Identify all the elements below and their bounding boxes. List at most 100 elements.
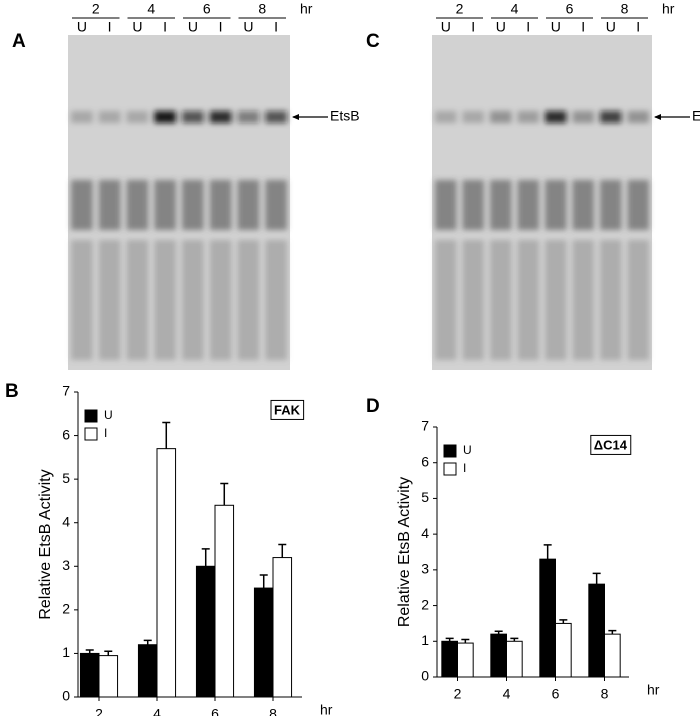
gel-band bbox=[627, 111, 649, 123]
gel-band bbox=[435, 111, 457, 123]
gel-band bbox=[126, 111, 149, 123]
x-axis-label: hr bbox=[320, 702, 333, 716]
gel-band bbox=[462, 111, 484, 123]
error-bar bbox=[445, 637, 454, 642]
arrow-head bbox=[292, 114, 299, 120]
unit-label: hr bbox=[662, 1, 675, 17]
gel-smear bbox=[600, 180, 622, 230]
y-tick-label: 0 bbox=[421, 668, 429, 684]
gel-smear bbox=[98, 240, 121, 360]
lane-label: U bbox=[77, 19, 87, 35]
gel-smear bbox=[154, 240, 176, 360]
legend-swatch bbox=[84, 409, 98, 423]
lane-label: U bbox=[243, 19, 253, 35]
gel-smear bbox=[237, 240, 260, 360]
y-tick-label: 5 bbox=[421, 489, 429, 505]
panel-letter: A bbox=[12, 31, 26, 52]
error-bar bbox=[543, 544, 552, 560]
legend-swatch bbox=[443, 462, 457, 476]
y-tick-label: 5 bbox=[62, 470, 70, 486]
gel-smear bbox=[490, 240, 512, 360]
gel-band bbox=[490, 111, 512, 123]
time-label: 2 bbox=[92, 1, 100, 17]
band-label: EtsB bbox=[692, 108, 700, 124]
gel-smear bbox=[572, 240, 594, 360]
y-tick-label: 7 bbox=[421, 418, 429, 434]
gel-smear bbox=[126, 240, 149, 360]
time-label: 4 bbox=[147, 1, 155, 17]
gel-band bbox=[209, 111, 232, 123]
error-bar bbox=[143, 639, 152, 645]
x-tick-label: 6 bbox=[211, 706, 219, 716]
error-bar bbox=[494, 630, 503, 635]
lane-label: U bbox=[132, 19, 142, 35]
bar bbox=[555, 622, 572, 678]
y-axis-label: Relative EtsB Activity bbox=[37, 469, 54, 619]
gel-smear bbox=[237, 180, 260, 230]
annotation-box bbox=[590, 434, 632, 455]
gel-smear bbox=[209, 180, 232, 230]
y-tick-label: 7 bbox=[62, 383, 70, 399]
gel-smear bbox=[600, 240, 622, 360]
gel-bands bbox=[71, 111, 287, 360]
bar bbox=[457, 642, 474, 678]
y-tick-label: 2 bbox=[62, 601, 70, 617]
legend-label: I bbox=[463, 461, 466, 475]
gel-band bbox=[265, 111, 287, 123]
gel-bands bbox=[435, 111, 649, 360]
legend-label: U bbox=[463, 443, 472, 457]
y-tick-label: 3 bbox=[421, 561, 429, 577]
error-bar bbox=[510, 637, 519, 642]
error-bar bbox=[608, 629, 617, 635]
gel-smear bbox=[182, 240, 204, 360]
gel-smear bbox=[517, 240, 539, 360]
error-bar bbox=[162, 421, 171, 449]
bar bbox=[195, 565, 216, 698]
y-axis-label: Relative EtsB Activity bbox=[396, 477, 413, 627]
gel-band bbox=[517, 111, 539, 123]
x-tick-label: 8 bbox=[601, 686, 609, 702]
y-tick-label: 4 bbox=[421, 525, 429, 541]
bar bbox=[253, 587, 274, 698]
x-tick-label: 4 bbox=[503, 686, 511, 702]
gel-smear bbox=[98, 180, 121, 230]
annotation: ΔC14 bbox=[594, 437, 628, 452]
lane-label: U bbox=[551, 19, 561, 35]
lane-label: U bbox=[441, 19, 451, 35]
y-tick-label: 1 bbox=[421, 632, 429, 648]
time-label: 2 bbox=[456, 1, 464, 17]
gel-smear bbox=[490, 180, 512, 230]
y-tick-label: 6 bbox=[421, 453, 429, 469]
x-tick-label: 8 bbox=[269, 706, 277, 716]
panel-letter: C bbox=[366, 31, 380, 52]
y-tick-label: 1 bbox=[62, 644, 70, 660]
y-tick-label: 4 bbox=[62, 513, 70, 529]
bar bbox=[79, 652, 100, 698]
bar bbox=[156, 448, 177, 698]
unit-label: hr bbox=[300, 1, 313, 17]
gel-band bbox=[182, 111, 204, 123]
gel-smear bbox=[209, 240, 232, 360]
time-label: 8 bbox=[621, 1, 629, 17]
x-tick-label: 4 bbox=[153, 706, 161, 716]
gel-smear bbox=[71, 180, 93, 230]
lane-label: I bbox=[526, 19, 530, 35]
bar bbox=[441, 640, 459, 678]
gel-smear bbox=[71, 240, 93, 360]
gel-band bbox=[545, 111, 567, 123]
gel-smear bbox=[462, 240, 484, 360]
gel-smear bbox=[545, 180, 567, 230]
gel-band bbox=[98, 111, 121, 123]
gel-smear bbox=[265, 240, 287, 360]
time-label: 6 bbox=[566, 1, 574, 17]
lane-label: I bbox=[108, 19, 112, 35]
lane-label: I bbox=[274, 19, 278, 35]
bar bbox=[272, 557, 293, 698]
error-bar bbox=[259, 574, 268, 589]
gel-smear bbox=[627, 180, 649, 230]
annotation-box bbox=[270, 399, 305, 420]
y-tick-label: 6 bbox=[62, 426, 70, 442]
gel-smear bbox=[154, 180, 176, 230]
gel-band bbox=[572, 111, 594, 123]
